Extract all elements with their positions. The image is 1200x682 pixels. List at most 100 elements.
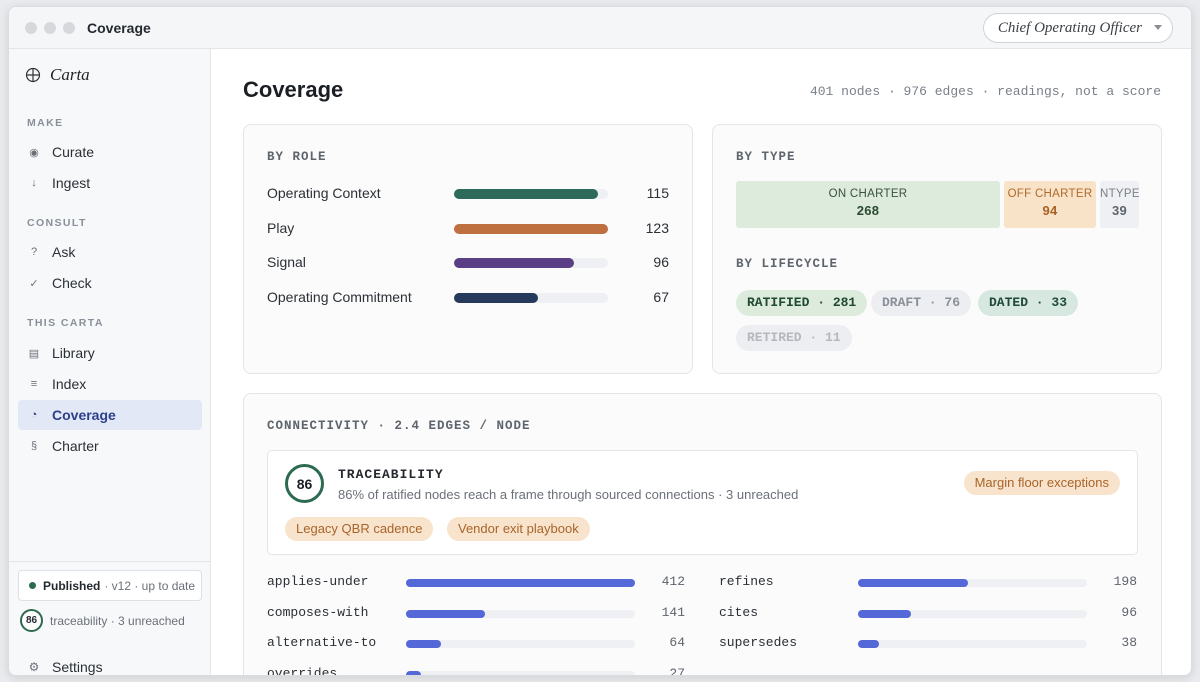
minimize-window-dot[interactable] — [44, 22, 56, 34]
window-controls — [25, 22, 75, 34]
lifecycle-pill[interactable]: RATIFIED · 281 — [736, 290, 868, 316]
edge-bar-fill — [406, 579, 635, 587]
sidebar-section-this-carta: THIS CARTA — [27, 317, 104, 329]
lifecycle-pill[interactable]: DRAFT · 76 — [871, 290, 972, 316]
sidebar-item-settings[interactable]: ⚙ Settings — [18, 652, 202, 675]
type-segment-on-charter[interactable]: ON CHARTER 268 — [736, 181, 1000, 228]
type-segment-label: ON CHARTER — [828, 188, 908, 200]
sidebar-item-charter[interactable]: § Charter — [18, 431, 202, 461]
edge-bar-fill — [406, 640, 442, 648]
role-select[interactable]: Chief Operating Officer — [982, 13, 1173, 43]
curate-icon: ◉ — [29, 146, 39, 159]
type-segment-count: 39 — [1111, 203, 1128, 218]
type-segment-count: 268 — [856, 203, 880, 218]
sidebar-item-label: Library — [52, 345, 95, 361]
sidebar-item-label: Curate — [52, 144, 95, 160]
role-row: Operating Commitment 67 — [267, 287, 669, 307]
traceability-summary[interactable]: 86 traceability · 3 unreached — [20, 609, 185, 632]
index-icon: ≡ — [30, 378, 38, 390]
edge-bar-track — [406, 640, 635, 648]
sidebar-item-label: Check — [52, 275, 92, 291]
unreached-chip[interactable]: Vendor exit playbook — [447, 517, 590, 541]
role-label: Signal — [267, 254, 306, 270]
role-row: Play 123 — [267, 218, 669, 238]
type-segment-ntype[interactable]: NTYPE 39 — [1100, 181, 1139, 228]
edge-count: 27 — [669, 665, 685, 676]
sidebar-item-check[interactable]: ✓ Check — [18, 268, 202, 298]
edge-row: composes-with 141 — [267, 603, 685, 625]
type-segment-label: NTYPE — [1100, 188, 1139, 200]
maximize-window-dot[interactable] — [63, 22, 75, 34]
traceability-score-ring: 86 — [285, 464, 324, 503]
publish-status[interactable]: Published · v12 · up to date — [18, 570, 202, 601]
sidebar-item-index[interactable]: ≡ Index — [18, 369, 202, 399]
by-type-title: BY TYPE — [736, 150, 796, 164]
role-row: Signal 96 — [267, 252, 669, 272]
sidebar-item-label: Index — [52, 376, 87, 392]
connectivity-card: CONNECTIVITY · 2.4 EDGES / NODE 86 TRACE… — [243, 393, 1162, 676]
brand[interactable]: Carta — [25, 65, 90, 85]
sidebar-item-label: Charter — [52, 438, 99, 454]
exception-chip[interactable]: Margin floor exceptions — [963, 471, 1120, 495]
role-row: Operating Context 115 — [267, 183, 669, 203]
traceability-summary-text: traceability · 3 unreached — [50, 613, 185, 628]
edge-count: 38 — [1121, 635, 1137, 650]
role-bar-fill — [454, 292, 538, 303]
close-window-dot[interactable] — [25, 22, 37, 34]
edge-label: supersedes — [719, 635, 798, 650]
role-label: Play — [267, 219, 295, 236]
sidebar-section-consult: CONSULT — [27, 217, 87, 229]
traceability-score-ring: 86 — [20, 609, 43, 632]
sidebar-item-label: Ingest — [52, 175, 91, 191]
unreached-chip[interactable]: Legacy QBR cadence — [285, 517, 434, 541]
gear-icon: ⚙ — [28, 660, 40, 674]
app-window: Coverage Chief Operating Officer Carta M… — [8, 6, 1192, 676]
lifecycle-pill[interactable]: DATED · 33 — [978, 290, 1079, 316]
by-type-card: BY TYPE ON CHARTER 268 OFF CHARTER 94 NTYPE 3… — [712, 124, 1162, 374]
edge-bar-track — [858, 579, 1087, 587]
sidebar: Carta MAKE ◉ Curate ↓ Ingest CONSULT? Ask ✓ Chec… — [9, 49, 211, 675]
ask-icon: ? — [30, 246, 38, 258]
edge-row: supersedes 38 — [719, 633, 1137, 655]
edge-row: overrides 27 — [267, 664, 685, 676]
sidebar-item-ingest[interactable]: ↓ Ingest — [18, 168, 202, 198]
role-label: Operating Commitment — [267, 288, 412, 305]
edge-count: 412 — [661, 574, 685, 589]
edge-label: cites — [719, 604, 759, 620]
type-segment-off-charter[interactable]: OFF CHARTER 94 — [1004, 181, 1096, 228]
edge-bar-track — [858, 609, 1087, 618]
published-detail: · v12 · up to date — [104, 578, 196, 593]
sidebar-item-label: Coverage — [52, 407, 116, 423]
main-content: Coverage 401 nodes · 976 edges · reading… — [212, 49, 1191, 675]
edge-label: overrides — [267, 665, 338, 676]
lifecycle-pill[interactable]: RETIRED · 11 — [736, 325, 852, 351]
sidebar-item-label: Ask — [52, 244, 76, 260]
charter-icon: § — [30, 440, 38, 452]
traceability-card: 86 TRACEABILITY 86% of ratified nodes re… — [267, 450, 1138, 555]
edge-bar-track — [858, 640, 1087, 648]
sidebar-item-coverage[interactable]: ◔ Coverage — [18, 400, 202, 430]
page-title: Coverage — [243, 77, 344, 102]
role-count: 115 — [646, 185, 669, 201]
sidebar-item-library[interactable]: ▤ Library — [18, 338, 202, 368]
ingest-icon: ↓ — [31, 177, 37, 189]
edge-count: 64 — [669, 635, 685, 650]
traceability-description: 86% of ratified nodes reach a frame thro… — [338, 487, 799, 502]
role-bar-track — [454, 189, 608, 199]
edge-bar-track — [406, 609, 635, 618]
edge-count: 198 — [1113, 574, 1137, 589]
sidebar-item-ask[interactable]: ? Ask — [18, 237, 202, 267]
sidebar-item-label: Settings — [52, 659, 103, 675]
edge-bar-track — [406, 579, 635, 587]
role-bar-track — [454, 223, 608, 234]
role-count: 123 — [645, 219, 669, 236]
connectivity-title: CONNECTIVITY · 2.4 EDGES / NODE — [267, 419, 531, 433]
type-segment-label: OFF CHARTER — [1007, 188, 1093, 200]
check-icon: ✓ — [29, 277, 39, 290]
brand-name: Carta — [50, 65, 90, 84]
role-bar-fill — [454, 189, 598, 199]
edge-row: applies-under 412 — [267, 572, 685, 594]
by-lifecycle-title: BY LIFECYCLE — [736, 257, 839, 271]
sidebar-item-curate[interactable]: ◉ Curate — [18, 137, 202, 167]
edge-bar-track — [406, 670, 635, 675]
